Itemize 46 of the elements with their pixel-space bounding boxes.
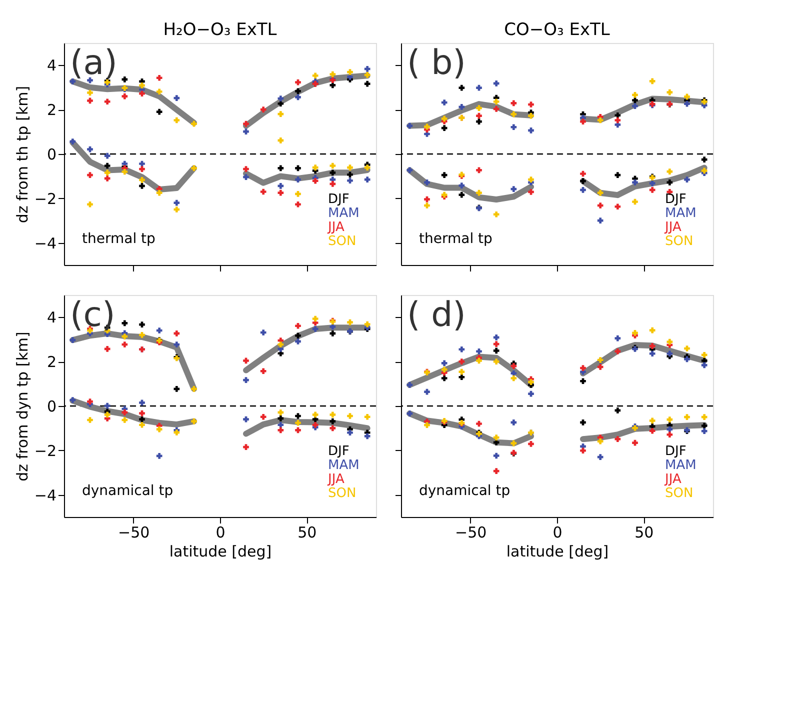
text: JJA bbox=[327, 220, 344, 235]
text: JJA bbox=[664, 472, 682, 487]
annotation: dynamical tp bbox=[419, 483, 510, 499]
series-label: DJF bbox=[328, 192, 350, 207]
x-tick-label: 0 bbox=[552, 524, 562, 542]
text: JJA bbox=[327, 472, 344, 487]
x-tick-label: 50 bbox=[298, 524, 317, 542]
x-axis-title: latitude [deg] bbox=[506, 542, 609, 560]
text: SON bbox=[665, 234, 694, 249]
x-tick-label: −50 bbox=[118, 524, 150, 542]
series-label: DJF bbox=[665, 192, 686, 207]
x-tick-label: 0 bbox=[216, 524, 226, 542]
annotation: dynamical tp bbox=[82, 483, 174, 499]
y-axis-title: dz from dyn tp [km] bbox=[13, 332, 32, 482]
y-tick-label: 2 bbox=[46, 101, 56, 120]
y-tick-label: 4 bbox=[46, 56, 56, 75]
annotation: (c) bbox=[70, 295, 116, 335]
y-tick-label: −4 bbox=[34, 486, 56, 504]
series-label: JJA bbox=[664, 220, 682, 235]
text: SON bbox=[328, 234, 356, 249]
annotation: (a) bbox=[70, 43, 118, 83]
text: SON bbox=[328, 486, 356, 501]
annotation: ( d) bbox=[407, 295, 466, 335]
text: SON bbox=[665, 486, 694, 501]
series-label: MAM bbox=[665, 206, 696, 221]
series-label: DJF bbox=[665, 444, 686, 459]
chart-title: CO−O₃ ExTL bbox=[504, 20, 610, 40]
series-label: MAM bbox=[665, 458, 696, 473]
series-label: DJF bbox=[328, 444, 350, 459]
x-tick-label: 50 bbox=[634, 524, 654, 542]
chart-title: H₂O−O₃ ExTL bbox=[163, 20, 278, 40]
y-axis-title: dz from th tp [km] bbox=[13, 86, 32, 224]
y-tick-label: 0 bbox=[46, 146, 56, 164]
y-tick-label: −2 bbox=[34, 190, 56, 208]
x-axis-title: latitude [deg] bbox=[169, 542, 272, 560]
y-tick-label: 0 bbox=[46, 398, 56, 416]
annotation: thermal tp bbox=[82, 231, 156, 247]
series-label: MAM bbox=[328, 458, 360, 473]
y-tick-label: −2 bbox=[34, 442, 56, 460]
x-tick-label: −50 bbox=[455, 524, 487, 542]
series-label: MAM bbox=[328, 206, 360, 221]
y-tick-label: 4 bbox=[46, 308, 56, 327]
y-tick-label: 2 bbox=[46, 353, 56, 372]
annotation: thermal tp bbox=[419, 231, 493, 247]
annotation: ( b) bbox=[407, 43, 466, 83]
y-tick-label: −4 bbox=[34, 234, 56, 252]
